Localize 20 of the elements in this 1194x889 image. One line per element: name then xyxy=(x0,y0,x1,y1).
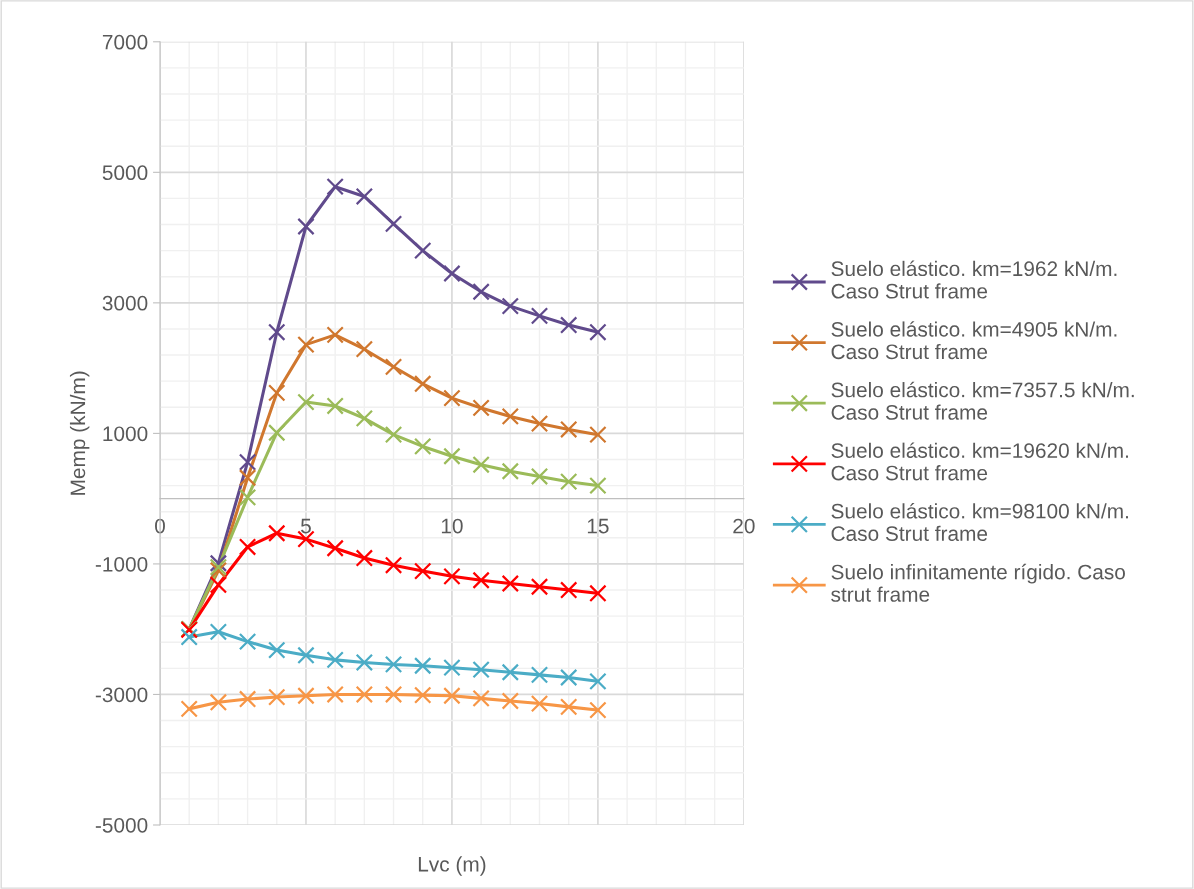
x-tick-label: 10 xyxy=(441,518,463,534)
y-tick-label: 3000 xyxy=(102,295,148,311)
x-tick-label: 15 xyxy=(587,518,609,534)
x-tick-label: 20 xyxy=(733,518,755,534)
legend-label: Suelo elástico. km=1962 kN/m. Caso Strut frame xyxy=(831,260,1117,299)
legend-label: Suelo elástico. km=4905 kN/m. Caso Strut frame xyxy=(831,321,1117,360)
y-axis-title: Memp (kN/m) xyxy=(69,371,90,495)
legend-label: Suelo elástico. km=98100 kN/m. Caso Strut frame xyxy=(831,503,1128,541)
x-tick-label: 5 xyxy=(301,518,311,534)
y-tick-label: 7000 xyxy=(102,34,148,50)
legend-label: Suelo elástico. km=19620 kN/m. Caso Strut frame xyxy=(831,442,1128,481)
y-tick-label: 1000 xyxy=(103,426,148,442)
y-tick-label: -5000 xyxy=(95,817,148,833)
x-axis-title: Lvc (m) xyxy=(418,856,486,876)
y-tick-label: 5000 xyxy=(102,165,148,181)
y-tick-label: -3000 xyxy=(95,687,148,703)
legend-label: Suelo elástico. km=7357.5 kN/m. Caso Strut frame xyxy=(831,381,1134,420)
legend-label: Suelo infinitamente rígido. Caso strut frame xyxy=(831,563,1125,602)
x-tick-label: 0 xyxy=(155,518,165,534)
y-tick-label: -1000 xyxy=(95,556,148,572)
